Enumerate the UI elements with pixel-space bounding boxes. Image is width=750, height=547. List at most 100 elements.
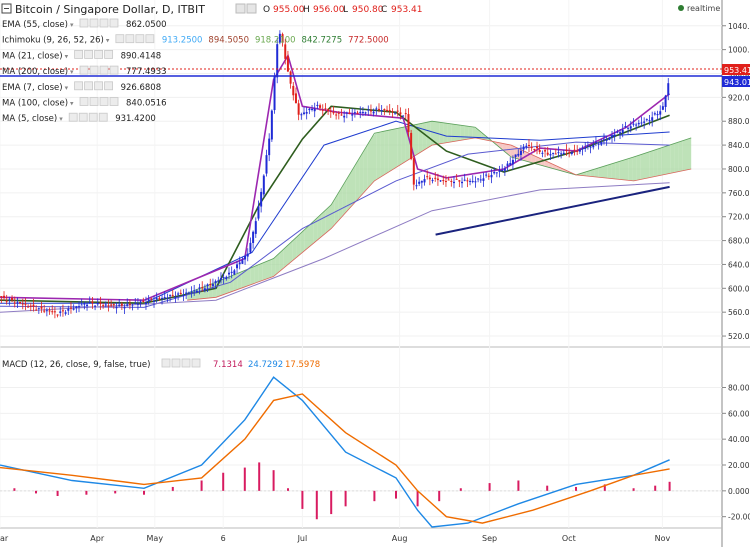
macd-tick-label: 80.0000	[728, 384, 750, 393]
candle-down	[102, 305, 105, 307]
candle-up	[155, 298, 158, 300]
candle-down	[43, 310, 46, 312]
cloud-segment	[300, 229, 305, 254]
candle-up	[305, 112, 308, 114]
candle-up	[83, 303, 86, 305]
candle-up	[471, 180, 474, 182]
cloud-segment	[468, 126, 473, 139]
price-tick-label: 720.00	[728, 213, 750, 222]
indicator-legend-value: 890.4148	[121, 51, 162, 61]
candle-down	[487, 175, 490, 177]
macd-header[interactable]: MACD (12, 26, close, 9, false, true) 7.1…	[2, 358, 320, 370]
candle-up	[185, 292, 188, 294]
legend-button-icon	[191, 358, 201, 368]
macd-histogram-bar	[56, 490, 59, 496]
candle-down	[281, 34, 284, 43]
indicator-legend-row[interactable]: MA (100, close) ▾ 840.0516	[2, 97, 167, 109]
candle-up	[367, 109, 370, 111]
price-grid	[0, 0, 722, 528]
candle-up	[169, 295, 172, 297]
candle-down	[565, 150, 568, 152]
cloud-segment	[275, 252, 280, 275]
candle-up	[265, 155, 268, 174]
candle-up	[477, 178, 480, 180]
candle-up	[86, 304, 89, 307]
indicator-legend[interactable]: EMA (55, close) ▾ 862.0500 Ichimoku (9, 26,…	[2, 18, 389, 124]
candle-up	[452, 181, 455, 184]
candle-up	[37, 307, 40, 309]
cloud-segment	[296, 233, 301, 258]
candle-down	[0, 296, 3, 298]
collapse-icon[interactable]	[1, 3, 12, 14]
current-price-badge-text: 943.01	[724, 78, 750, 87]
candle-down	[201, 287, 204, 289]
cloud-segment	[330, 199, 335, 230]
settings-icon[interactable]	[235, 3, 246, 14]
candle-up	[552, 152, 555, 154]
indicator-legend-row[interactable]: MA (21, close) ▾ 890.4148	[2, 50, 161, 61]
candle-down	[91, 301, 94, 304]
candle-up	[94, 305, 97, 307]
price-tick-label: 560.00	[728, 308, 750, 317]
candle-up	[506, 163, 509, 167]
candle-up	[316, 104, 319, 106]
cloud-segment	[267, 259, 272, 279]
candle-up	[161, 297, 164, 299]
candle-up	[252, 231, 255, 243]
candle-down	[158, 297, 161, 299]
legend-button-icon	[135, 34, 145, 44]
candle-up	[667, 83, 670, 96]
candle-up	[621, 129, 624, 133]
indicator-legend-row[interactable]: Ichimoku (9, 26, 52, 26) ▾ 913.2500 894.505…	[2, 34, 389, 46]
indicator-legend-value: 931.4200	[115, 114, 156, 124]
candle-up	[308, 108, 311, 111]
chart-header: Bitcoin / Singapore Dollar, D, ITBIT O 9…	[1, 3, 720, 16]
candle-down	[107, 305, 110, 307]
indicator-legend-row[interactable]: EMA (55, close) ▾ 862.0500	[2, 18, 167, 30]
indicator-legend-label: EMA (55, close)	[2, 20, 68, 30]
cloud-segment	[393, 128, 398, 170]
candle-up	[578, 149, 581, 152]
candle-down	[530, 146, 533, 149]
candle-up	[343, 115, 346, 118]
header-buttons[interactable]	[235, 3, 257, 14]
candle-down	[568, 152, 571, 154]
candle-up	[498, 170, 501, 172]
cloud-segment	[674, 142, 679, 173]
indicator-legend-value: 772.5000	[348, 36, 389, 46]
legend-button-icon	[104, 50, 114, 59]
candle-down	[297, 103, 300, 115]
macd-histogram-bar	[13, 488, 16, 491]
macd-header-buttons[interactable]	[161, 358, 201, 368]
macd-histogram-bar	[459, 488, 462, 491]
cloud-segment	[670, 143, 675, 174]
candle-up	[560, 153, 563, 155]
candle-up	[482, 178, 485, 181]
cloud-segment	[292, 237, 297, 261]
legend-button-icon	[84, 81, 93, 91]
chevron-down-icon: ▾	[65, 84, 69, 92]
indicator-legend-row[interactable]: MA (5, close) ▾ 931.4200	[2, 112, 156, 124]
candle-up	[203, 288, 206, 291]
cloud-segment	[220, 278, 225, 296]
macd-histogram-bar	[632, 488, 635, 491]
candle-down	[356, 112, 359, 114]
eye-icon[interactable]	[246, 3, 257, 14]
cloud-segment	[443, 122, 448, 144]
candle-down	[391, 111, 394, 113]
candle-up	[163, 297, 166, 299]
cloud-segment	[279, 249, 284, 272]
cloud-segment	[460, 125, 465, 141]
candle-up	[345, 112, 348, 114]
indicator-legend-row[interactable]: EMA (7, close) ▾ 926.6808	[2, 81, 161, 93]
candle-down	[458, 180, 461, 182]
candle-down	[388, 109, 391, 111]
legend-button-icon	[109, 18, 119, 28]
candle-up	[228, 272, 231, 275]
cloud-segment	[304, 225, 309, 251]
candle-up	[493, 172, 496, 174]
indicator-legend-row[interactable]: MA (200, close) ▾ 777.4933	[2, 65, 167, 77]
cloud-segment	[464, 125, 469, 140]
candle-down	[11, 297, 14, 301]
